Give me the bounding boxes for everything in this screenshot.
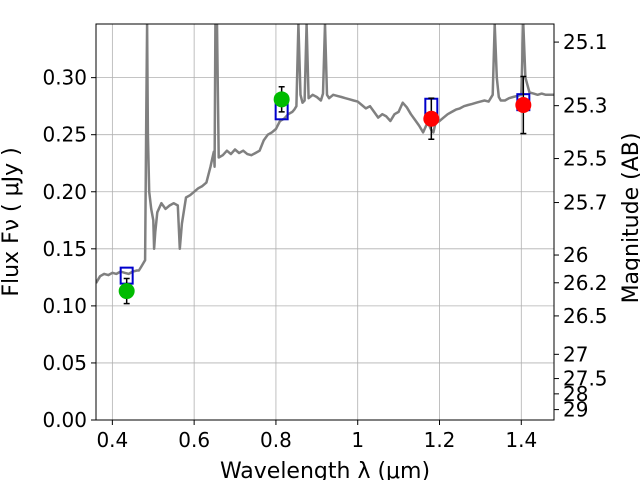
x-tick-label: 1.2	[424, 428, 456, 452]
x-tick-label: 1	[351, 428, 364, 452]
y-tick-label: 0.00	[42, 408, 87, 432]
x-tick-label: 1.4	[505, 428, 537, 452]
y-tick-label: 0.25	[42, 123, 87, 147]
y-tick-label: 0.30	[42, 66, 87, 90]
observed-flux-point	[423, 110, 440, 127]
right-axis-title: Magnitude (AB)	[619, 133, 640, 304]
x-axis-ticks: 0.4 0.6 0.8 1 1.2 1.4	[96, 420, 537, 452]
y-tick-label: 0.20	[42, 180, 87, 204]
plot-background	[96, 24, 554, 420]
right-tick-label: 25.1	[563, 30, 608, 54]
observed-flux-point	[273, 91, 290, 108]
observed-flux-point	[118, 283, 135, 300]
x-tick-label: 0.8	[260, 428, 292, 452]
y-tick-label: 0.05	[42, 351, 87, 375]
right-tick-label: 26.2	[563, 271, 608, 295]
right-tick-label: 26.5	[563, 304, 608, 328]
right-tick-label: 28	[563, 382, 588, 406]
y-axis-title: Flux Fν ( μJy )	[0, 147, 24, 296]
right-tick-label: 25.7	[563, 191, 608, 215]
right-tick-label: 25.3	[563, 94, 608, 118]
x-tick-label: 0.6	[178, 428, 210, 452]
model-spectrum	[96, 24, 554, 284]
x-axis-title: Wavelength λ (μm)	[220, 459, 430, 480]
observed-flux-point	[515, 97, 532, 114]
right-tick-label: 27.5	[563, 367, 608, 391]
x-tick-label: 0.4	[96, 428, 128, 452]
y-tick-label: 0.15	[42, 237, 87, 261]
plot-frame	[95, 23, 555, 421]
right-tick-label: 25.5	[563, 147, 608, 171]
spectrum-line	[96, 24, 554, 284]
right-tick-label: 27	[563, 342, 588, 366]
y-axis-ticks: 0.00 0.05 0.10 0.15 0.20 0.25 0.30	[42, 66, 96, 432]
observed-photometry	[118, 75, 532, 305]
right-tick-label: 29	[563, 398, 588, 422]
y-tick-label: 0.10	[42, 294, 87, 318]
right-tick-label: 26	[563, 243, 588, 267]
